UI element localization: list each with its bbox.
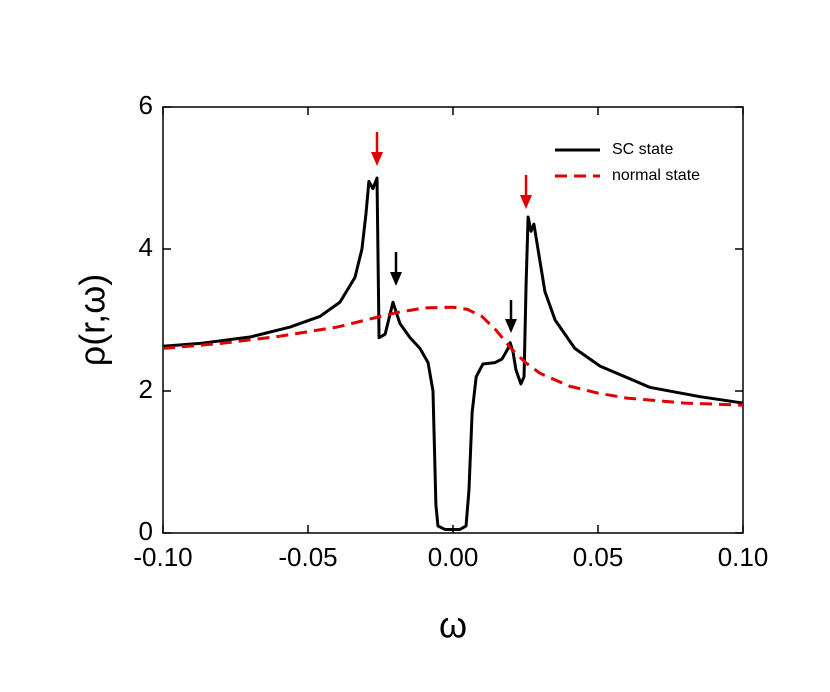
arrow-head <box>371 152 383 166</box>
x-axis-title: ω <box>439 605 467 646</box>
y-tick-label: 4 <box>139 232 153 262</box>
arrow-head <box>390 272 402 286</box>
arrow-head <box>520 195 532 209</box>
annotation-arrows <box>371 132 532 333</box>
y-axis-title: ρ(r,ω) <box>72 274 113 367</box>
series-line <box>162 176 744 531</box>
arrow-head <box>505 319 517 333</box>
x-tick-label: -0.10 <box>133 542 192 572</box>
x-tick-label: 0.00 <box>428 542 479 572</box>
x-tick-label: 0.05 <box>573 542 624 572</box>
y-tick-label: 0 <box>139 516 153 546</box>
x-tick-label: -0.05 <box>278 542 337 572</box>
y-tick-label: 6 <box>139 90 153 120</box>
legend-label: SC state <box>612 141 673 158</box>
legend-label: normal state <box>612 167 700 184</box>
series-line <box>162 305 744 407</box>
x-tick-label: 0.10 <box>718 542 769 572</box>
y-tick-label: 2 <box>139 374 153 404</box>
